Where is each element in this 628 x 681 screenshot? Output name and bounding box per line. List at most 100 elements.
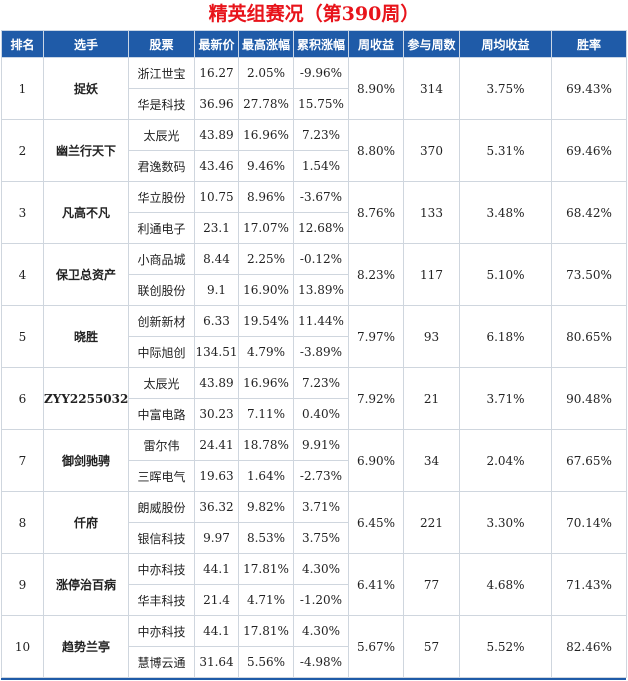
- stock-name-link[interactable]: 华立股份: [128, 181, 195, 213]
- table-row: 7 御剑驰骋 雷尔伟 24.41 18.78% 9.91% 6.90% 34 2.04% 67.6…: [1, 429, 627, 492]
- stock-name-link[interactable]: 银信科技: [128, 522, 195, 554]
- cum-gain-cell: -4.98%: [293, 646, 349, 678]
- max-gain-cell: 17.81%: [238, 553, 294, 585]
- avg-return-cell: 3.75%: [459, 57, 552, 120]
- cum-gain-cell: 11.44%: [293, 305, 349, 337]
- table-row: 中富电路 30.23 7.11% 0.40%: [2, 398, 627, 430]
- max-gain-cell: 17.81%: [238, 615, 294, 647]
- latest-price-cell: 43.89: [194, 119, 239, 151]
- player-name-link[interactable]: 涨停治百病: [43, 553, 129, 616]
- avg-return-cell: 5.10%: [459, 243, 552, 306]
- cum-gain-cell: 3.75%: [293, 522, 349, 554]
- max-gain-cell: 4.79%: [238, 336, 294, 368]
- cum-gain-cell: 13.89%: [293, 274, 349, 306]
- max-gain-cell: 7.11%: [238, 398, 294, 430]
- max-gain-cell: 16.96%: [238, 367, 294, 399]
- table-bottom-border: [1, 678, 626, 680]
- player-name-link[interactable]: 捉妖: [43, 57, 129, 120]
- stock-name-link[interactable]: 小商品城: [128, 243, 195, 275]
- latest-price-cell: 10.75: [194, 181, 239, 213]
- max-gain-cell: 2.25%: [238, 243, 294, 275]
- header-week-return[interactable]: 周收益: [348, 30, 404, 58]
- max-gain-cell: 5.56%: [238, 646, 294, 678]
- stock-name-link[interactable]: 联创股份: [128, 274, 195, 306]
- cum-gain-cell: -0.12%: [293, 243, 349, 275]
- max-gain-cell: 16.90%: [238, 274, 294, 306]
- header-avg-return[interactable]: 周均收益: [459, 30, 552, 58]
- stock-name-link[interactable]: 慧博云通: [128, 646, 195, 678]
- rank-cell: 9: [1, 553, 44, 616]
- stock-name-link[interactable]: 太辰光: [128, 119, 195, 151]
- avg-return-cell: 5.31%: [459, 119, 552, 182]
- player-name-link[interactable]: 趋势兰亭: [43, 615, 129, 678]
- stock-name-link[interactable]: 雷尔伟: [128, 429, 195, 461]
- stock-name-link[interactable]: 利通电子: [128, 212, 195, 244]
- stock-name-link[interactable]: 中富电路: [128, 398, 195, 430]
- header-rank[interactable]: 排名: [1, 30, 44, 58]
- stock-name-link[interactable]: 中际旭创: [128, 336, 195, 368]
- cum-gain-cell: 0.40%: [293, 398, 349, 430]
- header-cum-gain[interactable]: 累积涨幅: [293, 30, 349, 58]
- player-name-link[interactable]: 仟府: [43, 491, 129, 554]
- stock-name-link[interactable]: 浙江世宝: [128, 57, 195, 89]
- week-return-cell: 8.23%: [348, 243, 404, 306]
- table-row: 4 保卫总资产 小商品城 8.44 2.25% -0.12% 8.23% 117 5.10% 73…: [1, 243, 627, 306]
- latest-price-cell: 21.4: [194, 584, 239, 616]
- latest-price-cell: 44.1: [194, 553, 239, 585]
- max-gain-cell: 18.78%: [238, 429, 294, 461]
- table-row: 5 晓胜 创新新材 6.33 19.54% 11.44% 7.97% 93 6.18% 80.65…: [1, 305, 627, 368]
- player-name-link[interactable]: 晓胜: [43, 305, 129, 368]
- player-name-link[interactable]: 幽兰行天下: [43, 119, 129, 182]
- player-name-link[interactable]: 御剑驰骋: [43, 429, 129, 492]
- rank-cell: 4: [1, 243, 44, 306]
- win-rate-cell: 67.65%: [551, 429, 627, 492]
- stock-name-link[interactable]: 中亦科技: [128, 615, 195, 647]
- latest-price-cell: 24.41: [194, 429, 239, 461]
- stock-name-link[interactable]: 华是科技: [128, 88, 195, 120]
- player-name-link[interactable]: 凡高不凡: [43, 181, 129, 244]
- win-rate-cell: 90.48%: [551, 367, 627, 430]
- stock-name-link[interactable]: 华丰科技: [128, 584, 195, 616]
- latest-price-cell: 36.96: [194, 88, 239, 120]
- avg-return-cell: 5.52%: [459, 615, 552, 678]
- table-row: 2 幽兰行天下 太辰光 43.89 16.96% 7.23% 8.80% 370 5.31% 69…: [1, 119, 627, 182]
- stock-name-link[interactable]: 朗威股份: [128, 491, 195, 523]
- weeks-cell: 117: [403, 243, 460, 306]
- max-gain-cell: 4.71%: [238, 584, 294, 616]
- max-gain-cell: 27.78%: [238, 88, 294, 120]
- week-return-cell: 6.90%: [348, 429, 404, 492]
- cum-gain-cell: 9.91%: [293, 429, 349, 461]
- stock-name-link[interactable]: 中亦科技: [128, 553, 195, 585]
- header-latest-price[interactable]: 最新价: [194, 30, 239, 58]
- cum-gain-cell: 7.23%: [293, 367, 349, 399]
- avg-return-cell: 3.71%: [459, 367, 552, 430]
- win-rate-cell: 69.43%: [551, 57, 627, 120]
- stock-name-link[interactable]: 君逸数码: [128, 150, 195, 182]
- header-player[interactable]: 选手: [43, 30, 129, 58]
- latest-price-cell: 6.33: [194, 305, 239, 337]
- player-name-link[interactable]: 保卫总资产: [43, 243, 129, 306]
- week-return-cell: 6.41%: [348, 553, 404, 616]
- player-name-link[interactable]: ZYY225503208: [43, 367, 129, 430]
- table-row: 6ZYY225503208太辰光43.8916.96%7.23%7.92%213…: [1, 367, 627, 430]
- stock-name-link[interactable]: 创新新材: [128, 305, 195, 337]
- weeks-cell: 370: [403, 119, 460, 182]
- latest-price-cell: 134.51: [194, 336, 239, 368]
- latest-price-cell: 44.1: [194, 615, 239, 647]
- cum-gain-cell: 12.68%: [293, 212, 349, 244]
- latest-price-cell: 23.1: [194, 212, 239, 244]
- win-rate-cell: 71.43%: [551, 553, 627, 616]
- ranking-table: 排名 选手 股票 最新价 最高涨幅 累积涨幅 周收益 参与周数 周均收益 胜率 …: [1, 30, 627, 678]
- header-weeks[interactable]: 参与周数: [403, 30, 460, 58]
- table-row: 中际旭创 134.51 4.79% -3.89%: [2, 336, 627, 368]
- stock-name-link[interactable]: 三晖电气: [128, 460, 195, 492]
- header-win-rate[interactable]: 胜率: [551, 30, 627, 58]
- latest-price-cell: 30.23: [194, 398, 239, 430]
- table-row: 9 涨停治百病 中亦科技 44.1 17.81% 4.30% 6.41% 77 4.68% 71.…: [1, 553, 627, 616]
- rank-cell: 1: [1, 57, 44, 120]
- header-max-gain[interactable]: 最高涨幅: [238, 30, 294, 58]
- header-stock[interactable]: 股票: [128, 30, 195, 58]
- stock-name-link[interactable]: 太辰光: [128, 367, 195, 399]
- latest-price-cell: 31.64: [194, 646, 239, 678]
- max-gain-cell: 2.05%: [238, 57, 294, 89]
